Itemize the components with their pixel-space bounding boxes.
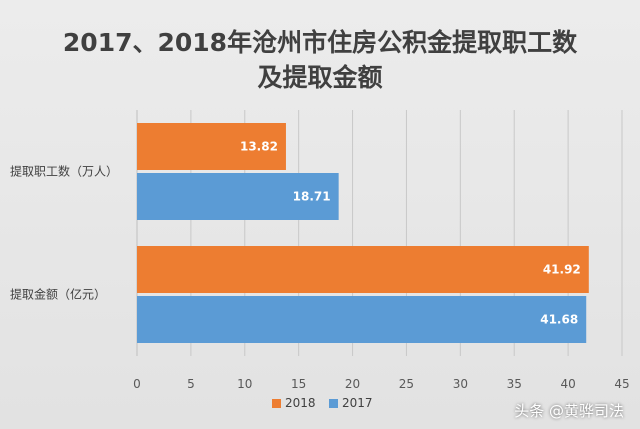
legend-swatch-2017 — [329, 399, 338, 408]
bar-2017 — [137, 296, 587, 343]
chart-title-line-2: 及提取金额 — [257, 63, 383, 92]
legend-swatch-2018 — [272, 399, 281, 408]
category-label: 提取金额（亿元） — [10, 287, 106, 302]
x-tick-label: 5 — [187, 377, 195, 391]
bar-2018 — [137, 123, 286, 170]
x-tick-label: 15 — [291, 377, 306, 391]
legend-label-2018: 2018 — [285, 396, 316, 410]
data-label: 18.71 — [293, 190, 331, 204]
bar-2018 — [137, 246, 589, 293]
data-label: 41.92 — [543, 263, 581, 277]
x-tick-label: 25 — [399, 377, 414, 391]
x-tick-label: 0 — [133, 377, 141, 391]
x-tick-label: 30 — [453, 377, 468, 391]
x-tick-label: 20 — [345, 377, 360, 391]
x-tick-label: 35 — [507, 377, 522, 391]
x-tick-label: 45 — [614, 377, 629, 391]
data-label: 41.68 — [540, 313, 578, 327]
data-label: 13.82 — [240, 140, 278, 154]
x-tick-label: 10 — [237, 377, 252, 391]
x-tick-label: 40 — [560, 377, 575, 391]
category-label: 提取职工数（万人） — [10, 164, 118, 179]
watermark: 头条 @黄骅司法 — [514, 402, 624, 420]
chart-title-line-1: 2017、2018年沧州市住房公积金提取职工数 — [62, 28, 578, 57]
legend-label-2017: 2017 — [342, 396, 373, 410]
bar-2017 — [137, 173, 339, 220]
